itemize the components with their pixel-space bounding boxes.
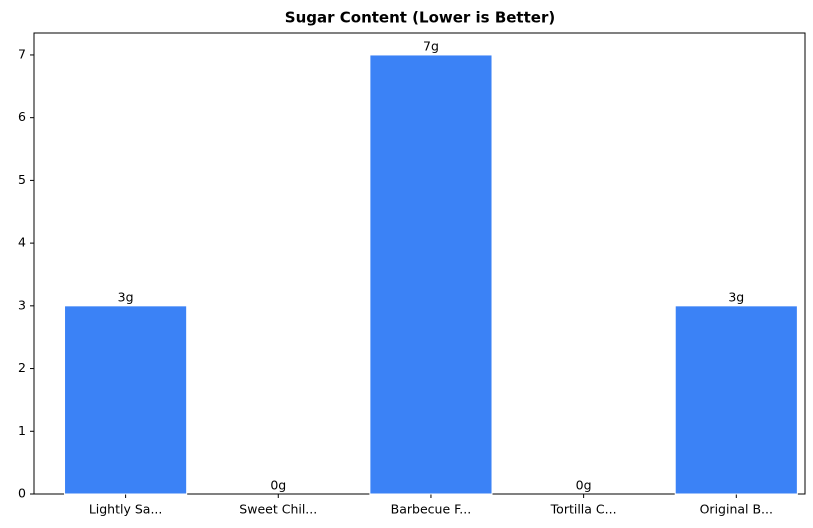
x-tick-label: Lightly Sa...: [89, 502, 163, 517]
x-tick-label: Tortilla C...: [550, 502, 617, 517]
y-tick-label: 1: [18, 423, 26, 438]
y-tick-label: 2: [18, 360, 26, 375]
value-label: 3g: [728, 289, 744, 304]
value-label: 0g: [270, 478, 286, 493]
value-label: 7g: [423, 38, 439, 53]
y-tick-label: 5: [18, 172, 26, 187]
bar: [674, 305, 798, 495]
value-label: 0g: [576, 478, 592, 493]
y-tick-label: 3: [18, 297, 26, 312]
x-tick-label: Sweet Chil...: [239, 502, 317, 517]
bar: [64, 305, 188, 495]
y-tick-label: 6: [18, 109, 26, 124]
y-tick-label: 0: [18, 486, 26, 501]
y-tick-label: 7: [18, 46, 26, 61]
value-label: 3g: [118, 289, 134, 304]
bar: [369, 54, 493, 495]
y-tick-label: 4: [18, 235, 26, 250]
chart-title: Sugar Content (Lower is Better): [285, 9, 555, 27]
x-tick-label: Barbecue F...: [391, 502, 472, 517]
x-tick-label: Original B...: [700, 502, 773, 517]
